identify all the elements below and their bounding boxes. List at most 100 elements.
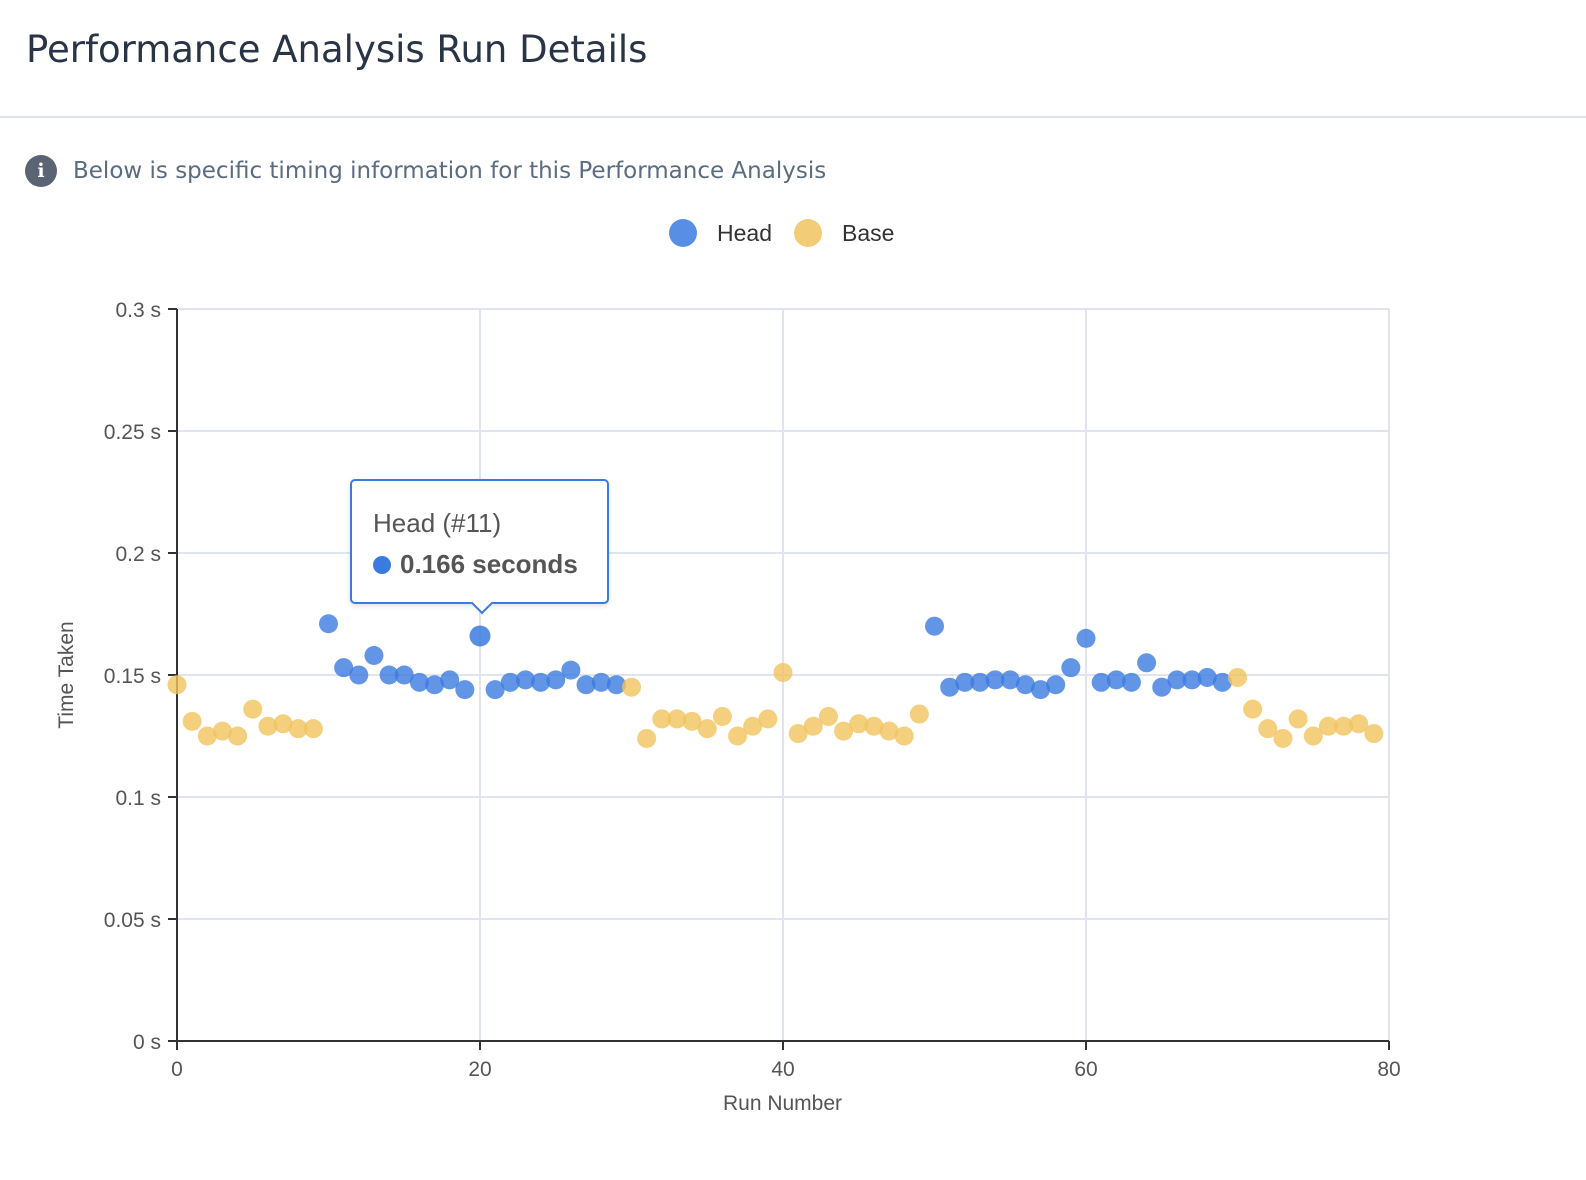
head-point bbox=[485, 680, 505, 700]
base-point bbox=[288, 719, 308, 739]
base-point bbox=[228, 726, 248, 746]
head-point bbox=[1031, 680, 1051, 700]
head-point bbox=[531, 672, 551, 692]
head-point bbox=[394, 665, 414, 685]
y-tick-label: 0.2 s bbox=[115, 543, 161, 566]
data-tooltip: Head (#11) 0.166 seconds bbox=[350, 479, 609, 604]
y-axis-title: Time Taken bbox=[55, 621, 78, 728]
base-point bbox=[652, 709, 672, 729]
base-point bbox=[758, 709, 778, 729]
head-point bbox=[515, 670, 535, 690]
base-point bbox=[197, 726, 217, 746]
base-point bbox=[1303, 726, 1323, 746]
base-point bbox=[1318, 716, 1338, 736]
base-point bbox=[1334, 716, 1354, 736]
head-point bbox=[1121, 672, 1141, 692]
base-point bbox=[1349, 714, 1369, 734]
base-point bbox=[1273, 728, 1293, 748]
data-points bbox=[167, 614, 1384, 748]
base-point bbox=[273, 714, 293, 734]
head-point bbox=[455, 680, 475, 700]
head-point bbox=[1137, 653, 1157, 673]
head-point bbox=[500, 672, 520, 692]
base-point bbox=[697, 719, 717, 739]
head-point bbox=[1000, 670, 1020, 690]
y-tick-label: 0.3 s bbox=[115, 299, 161, 322]
legend-marker-base bbox=[794, 219, 822, 247]
base-point bbox=[818, 706, 838, 726]
x-tick-label: 20 bbox=[468, 1058, 491, 1081]
base-point bbox=[864, 716, 884, 736]
head-point bbox=[349, 665, 369, 685]
base-point bbox=[712, 706, 732, 726]
head-point bbox=[606, 675, 626, 695]
base-point bbox=[834, 721, 854, 741]
base-point bbox=[212, 721, 232, 741]
page-title: Performance Analysis Run Details bbox=[26, 28, 648, 71]
legend-label-head: Head bbox=[717, 220, 772, 246]
base-point bbox=[682, 711, 702, 731]
head-point bbox=[985, 670, 1005, 690]
axes: 0 s 0.05 s 0.1 s 0.15 s 0.2 s 0.25 s 0.3 s 0 20 4… bbox=[55, 299, 1401, 1115]
y-tick-label: 0 s bbox=[133, 1031, 161, 1054]
legend-marker-head bbox=[669, 219, 697, 247]
head-point bbox=[364, 645, 384, 665]
base-point bbox=[243, 699, 263, 719]
head-point bbox=[546, 670, 566, 690]
x-tick-label: 80 bbox=[1377, 1058, 1400, 1081]
legend-label-base: Base bbox=[842, 220, 894, 246]
base-point bbox=[849, 714, 869, 734]
head-point bbox=[1212, 672, 1232, 692]
y-tick-label: 0.05 s bbox=[104, 909, 161, 932]
head-point bbox=[561, 660, 581, 680]
info-banner: i Below is specific timing information f… bbox=[25, 154, 826, 188]
base-point bbox=[879, 721, 899, 741]
head-point bbox=[1076, 628, 1096, 648]
legend: Head Base bbox=[669, 219, 894, 247]
base-point bbox=[773, 663, 793, 683]
base-point bbox=[788, 724, 808, 744]
base-point bbox=[743, 716, 763, 736]
tooltip-value: 0.166 seconds bbox=[400, 549, 578, 579]
base-point bbox=[894, 726, 914, 746]
x-axis-title: Run Number bbox=[723, 1092, 842, 1115]
y-tick-label: 0.15 s bbox=[104, 665, 161, 688]
base-point bbox=[303, 719, 323, 739]
head-point bbox=[319, 614, 338, 634]
head-point bbox=[925, 616, 944, 636]
base-point bbox=[167, 675, 187, 695]
y-tick-label: 0.25 s bbox=[104, 421, 161, 444]
base-point bbox=[803, 716, 823, 736]
head-point bbox=[591, 672, 611, 692]
head-point bbox=[1167, 670, 1187, 690]
base-point bbox=[637, 728, 657, 748]
head-point bbox=[379, 665, 399, 685]
head-point bbox=[940, 677, 960, 697]
info-icon: i bbox=[25, 155, 57, 187]
head-point bbox=[1091, 672, 1111, 692]
x-tick-label: 60 bbox=[1074, 1058, 1097, 1081]
base-point bbox=[1364, 724, 1384, 744]
tooltip-value-row: 0.166 seconds bbox=[373, 549, 578, 580]
head-point bbox=[409, 672, 429, 692]
base-point bbox=[909, 704, 929, 724]
base-point bbox=[1243, 699, 1263, 719]
head-point bbox=[1152, 677, 1172, 697]
head-point bbox=[1061, 658, 1081, 678]
tooltip-title: Head (#11) bbox=[373, 508, 502, 538]
head-point bbox=[1046, 675, 1066, 695]
base-point bbox=[667, 709, 687, 729]
y-tick-label: 0.1 s bbox=[115, 787, 161, 810]
base-point bbox=[1258, 719, 1278, 739]
x-tick-label: 40 bbox=[771, 1058, 794, 1081]
x-tick-label: 0 bbox=[171, 1058, 183, 1081]
info-text: Below is specific timing information for… bbox=[73, 158, 827, 184]
base-point bbox=[182, 711, 202, 731]
head-point bbox=[425, 675, 445, 695]
head-point bbox=[440, 670, 460, 690]
head-point bbox=[1197, 667, 1217, 687]
head-point bbox=[970, 672, 990, 692]
head-point bbox=[576, 675, 596, 695]
base-point bbox=[1288, 709, 1308, 729]
